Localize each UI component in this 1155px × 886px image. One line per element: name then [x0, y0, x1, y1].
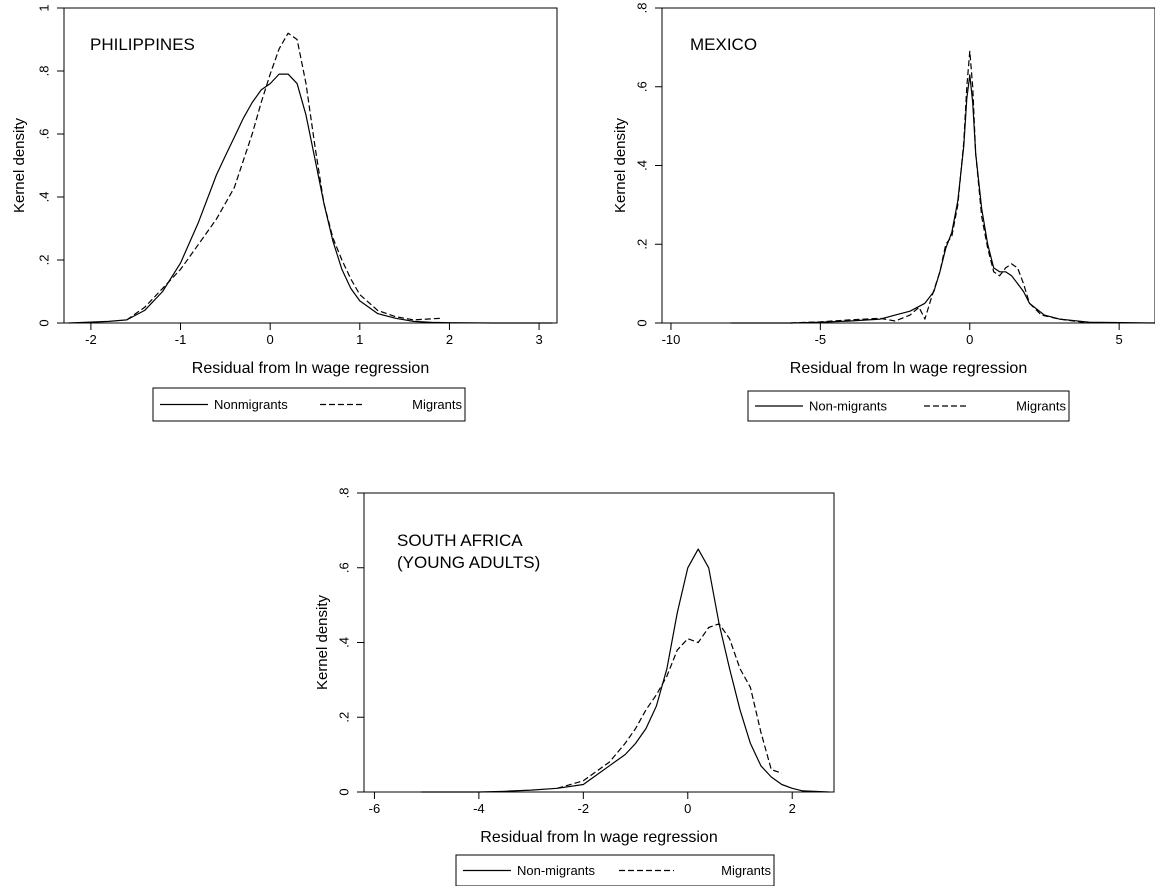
series-line-migrants — [557, 623, 782, 789]
x-axis-label: Residual from ln wage regression — [790, 360, 1027, 377]
panel-title: MEXICO — [690, 35, 757, 54]
y-tick-label: .2 — [635, 239, 650, 250]
chart-panel: 0 .2 .4 .6 .8 -10 -5 0 5 Kernel density Residual f… — [612, 3, 1155, 422]
x-tick-label: -2 — [85, 332, 97, 347]
legend-label: Migrants — [412, 397, 462, 412]
x-tick-label: -5 — [815, 332, 827, 347]
x-tick-label: 0 — [966, 332, 973, 347]
x-axis-label: Residual from ln wage regression — [480, 829, 717, 846]
x-axis-label: Residual from ln wage regression — [192, 360, 429, 377]
x-tick-label: -10 — [662, 332, 681, 347]
y-tick-label: .2 — [337, 712, 352, 723]
x-tick-label: 2 — [446, 332, 453, 347]
legend: Nonmigrants Migrants — [152, 387, 466, 422]
x-tick-label: 0 — [684, 801, 691, 816]
y-tick-label: .8 — [635, 3, 650, 14]
x-tick-label: 1 — [356, 332, 363, 347]
y-tick-label: .8 — [37, 66, 52, 77]
series-line-non-migrants — [730, 74, 1155, 324]
y-tick-label: .8 — [337, 488, 352, 499]
legend-label: Non-migrants — [809, 399, 888, 414]
x-tick-label: 3 — [535, 332, 542, 347]
legend: Non-migrants Migrants — [747, 390, 1070, 422]
y-tick-label: .6 — [337, 562, 352, 573]
x-tick-label: 0 — [267, 332, 274, 347]
panel-title: SOUTH AFRICA — [397, 531, 523, 550]
x-tick-label: -2 — [578, 801, 590, 816]
panel-subtitle: (YOUNG ADULTS) — [397, 553, 540, 572]
y-tick-label: .6 — [635, 81, 650, 92]
y-tick-label: .6 — [37, 129, 52, 140]
y-tick-label: .2 — [37, 255, 52, 266]
x-tick-label: 2 — [789, 801, 796, 816]
panel-title: PHILIPPINES — [90, 35, 195, 54]
x-tick-label: -1 — [175, 332, 187, 347]
legend-label: Migrants — [1016, 399, 1066, 414]
y-tick-label: .4 — [37, 192, 52, 203]
y-tick-label: 1 — [37, 4, 52, 11]
y-axis-label: Kernel density — [612, 117, 629, 213]
y-tick-label: .4 — [635, 160, 650, 171]
y-axis-label: Kernel density — [11, 117, 28, 213]
series-line-non-migrants — [421, 548, 829, 793]
x-tick-label: -4 — [473, 801, 485, 816]
series-line-migrants — [790, 50, 1090, 324]
y-axis-label: Kernel density — [314, 594, 331, 690]
plot-frame — [661, 7, 1155, 324]
plot-frame — [63, 7, 558, 324]
y-tick-label: 0 — [337, 788, 352, 795]
legend-label: Non-migrants — [517, 863, 596, 878]
chart-panel: 0 .2 .4 .6 .8 -6 -4 -2 0 2 Kernel density Residual … — [314, 488, 835, 886]
series-line-migrants — [126, 32, 441, 321]
x-tick-label: 5 — [1116, 332, 1123, 347]
y-tick-label: 0 — [635, 319, 650, 326]
legend-label: Migrants — [721, 863, 771, 878]
y-tick-label: 0 — [37, 319, 52, 326]
legend: Non-migrants Migrants — [455, 854, 775, 886]
chart-panel: 0 .2 .4 .6 .8 1 -2 -1 0 1 2 3 Kernel density Residual… — [11, 4, 558, 422]
series-line-nonmigrants — [68, 73, 553, 324]
x-tick-label: -6 — [369, 801, 381, 816]
y-tick-label: .4 — [337, 637, 352, 648]
legend-label: Nonmigrants — [214, 397, 288, 412]
